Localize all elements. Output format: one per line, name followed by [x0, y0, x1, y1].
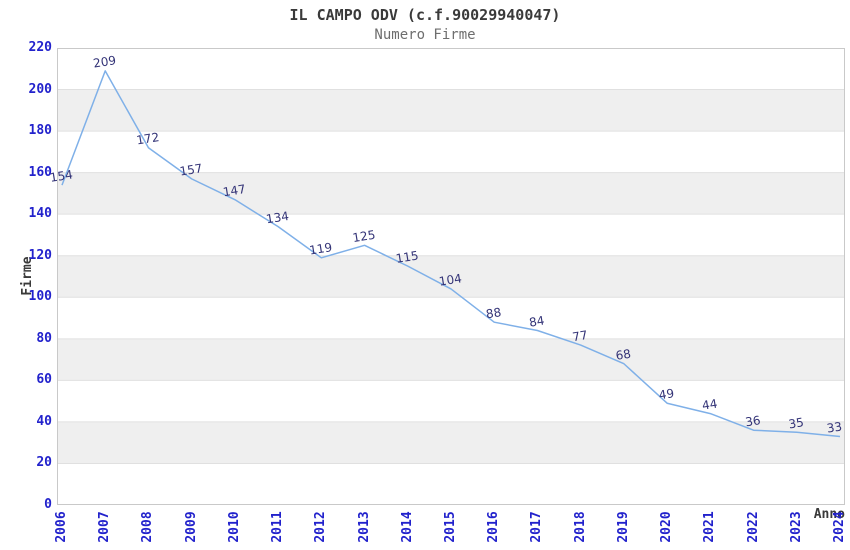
y-tick-label: 160 — [28, 164, 52, 180]
x-tick-label: 2008 — [140, 511, 156, 543]
x-tick-label: 2006 — [54, 511, 69, 543]
data-point-label: 154 — [49, 167, 74, 184]
chart-title: IL CAMPO ODV (c.f.90029940047) — [289, 6, 561, 24]
chart-subtitle: Numero Firme — [374, 27, 476, 43]
y-tick-label: 100 — [28, 289, 52, 305]
plot-area: 154 209 172 157 147 134 119 125 115 104 88 84 77 68 49… — [49, 48, 845, 505]
data-point-label: 157 — [179, 161, 204, 178]
x-tick-label: 2021 — [702, 511, 718, 543]
series-line — [61, 70, 841, 438]
plot-border — [57, 48, 845, 505]
x-tick-label: 2010 — [226, 511, 242, 543]
y-tick-label: 0 — [44, 497, 52, 512]
grid-band — [57, 421, 845, 464]
y-tick-label: 60 — [36, 372, 52, 388]
data-point-label: 172 — [135, 130, 160, 147]
x-tick-label: 2016 — [486, 511, 502, 543]
y-tick-label: 180 — [28, 123, 52, 139]
grid-band — [57, 89, 845, 132]
grid-band — [57, 255, 845, 298]
data-point-label: 209 — [92, 53, 117, 70]
x-tick-label: 2020 — [659, 511, 675, 543]
y-tick-label: 80 — [36, 330, 52, 346]
x-tick-label: 2018 — [572, 511, 588, 543]
data-point-label: 36 — [744, 413, 761, 429]
data-point-label: 84 — [528, 313, 545, 329]
y-tick-label: 20 — [36, 455, 52, 471]
x-tick-label: 2019 — [615, 511, 631, 543]
data-point-label: 147 — [222, 182, 247, 199]
x-tick-label: 2012 — [313, 511, 329, 543]
x-tick-label: 2013 — [356, 511, 372, 543]
x-tick-label: 2011 — [270, 511, 286, 543]
data-point-label: 49 — [658, 386, 675, 402]
data-point-label: 115 — [395, 248, 420, 265]
data-point-label: 119 — [308, 240, 333, 257]
data-point-label: 44 — [701, 397, 718, 413]
x-tick-label: 2017 — [529, 511, 545, 543]
x-axis-title: Anno — [813, 507, 845, 522]
line-chart-plot: 154 209 172 157 147 134 119 125 115 104 88 84 77 68 49… — [49, 48, 845, 505]
y-tick-label: 120 — [28, 247, 52, 263]
data-point-label: 68 — [615, 347, 632, 363]
x-tick-label: 2009 — [183, 511, 199, 543]
x-tick-label: 2022 — [745, 511, 761, 543]
x-tick-label: 2015 — [443, 511, 458, 543]
data-point-label: 125 — [352, 228, 377, 245]
data-point-label: 104 — [438, 271, 463, 288]
y-tick-label: 140 — [28, 206, 52, 222]
y-tick-label: 200 — [28, 81, 52, 97]
data-point-label: 33 — [826, 419, 843, 435]
y-tick-label: 40 — [36, 413, 52, 429]
x-tick-label: 2014 — [399, 511, 415, 543]
data-point-label: 134 — [265, 209, 290, 226]
x-tick-label: 2023 — [788, 511, 804, 543]
x-tick-label: 2024 — [832, 511, 847, 543]
y-tick-label: 220 — [28, 40, 52, 55]
grid-band — [57, 338, 845, 381]
data-point-label: 88 — [485, 305, 502, 321]
data-point-label: 77 — [571, 328, 588, 344]
x-tick-label: 2007 — [97, 511, 113, 543]
data-point-label: 35 — [788, 415, 805, 431]
grid-band — [57, 172, 845, 215]
